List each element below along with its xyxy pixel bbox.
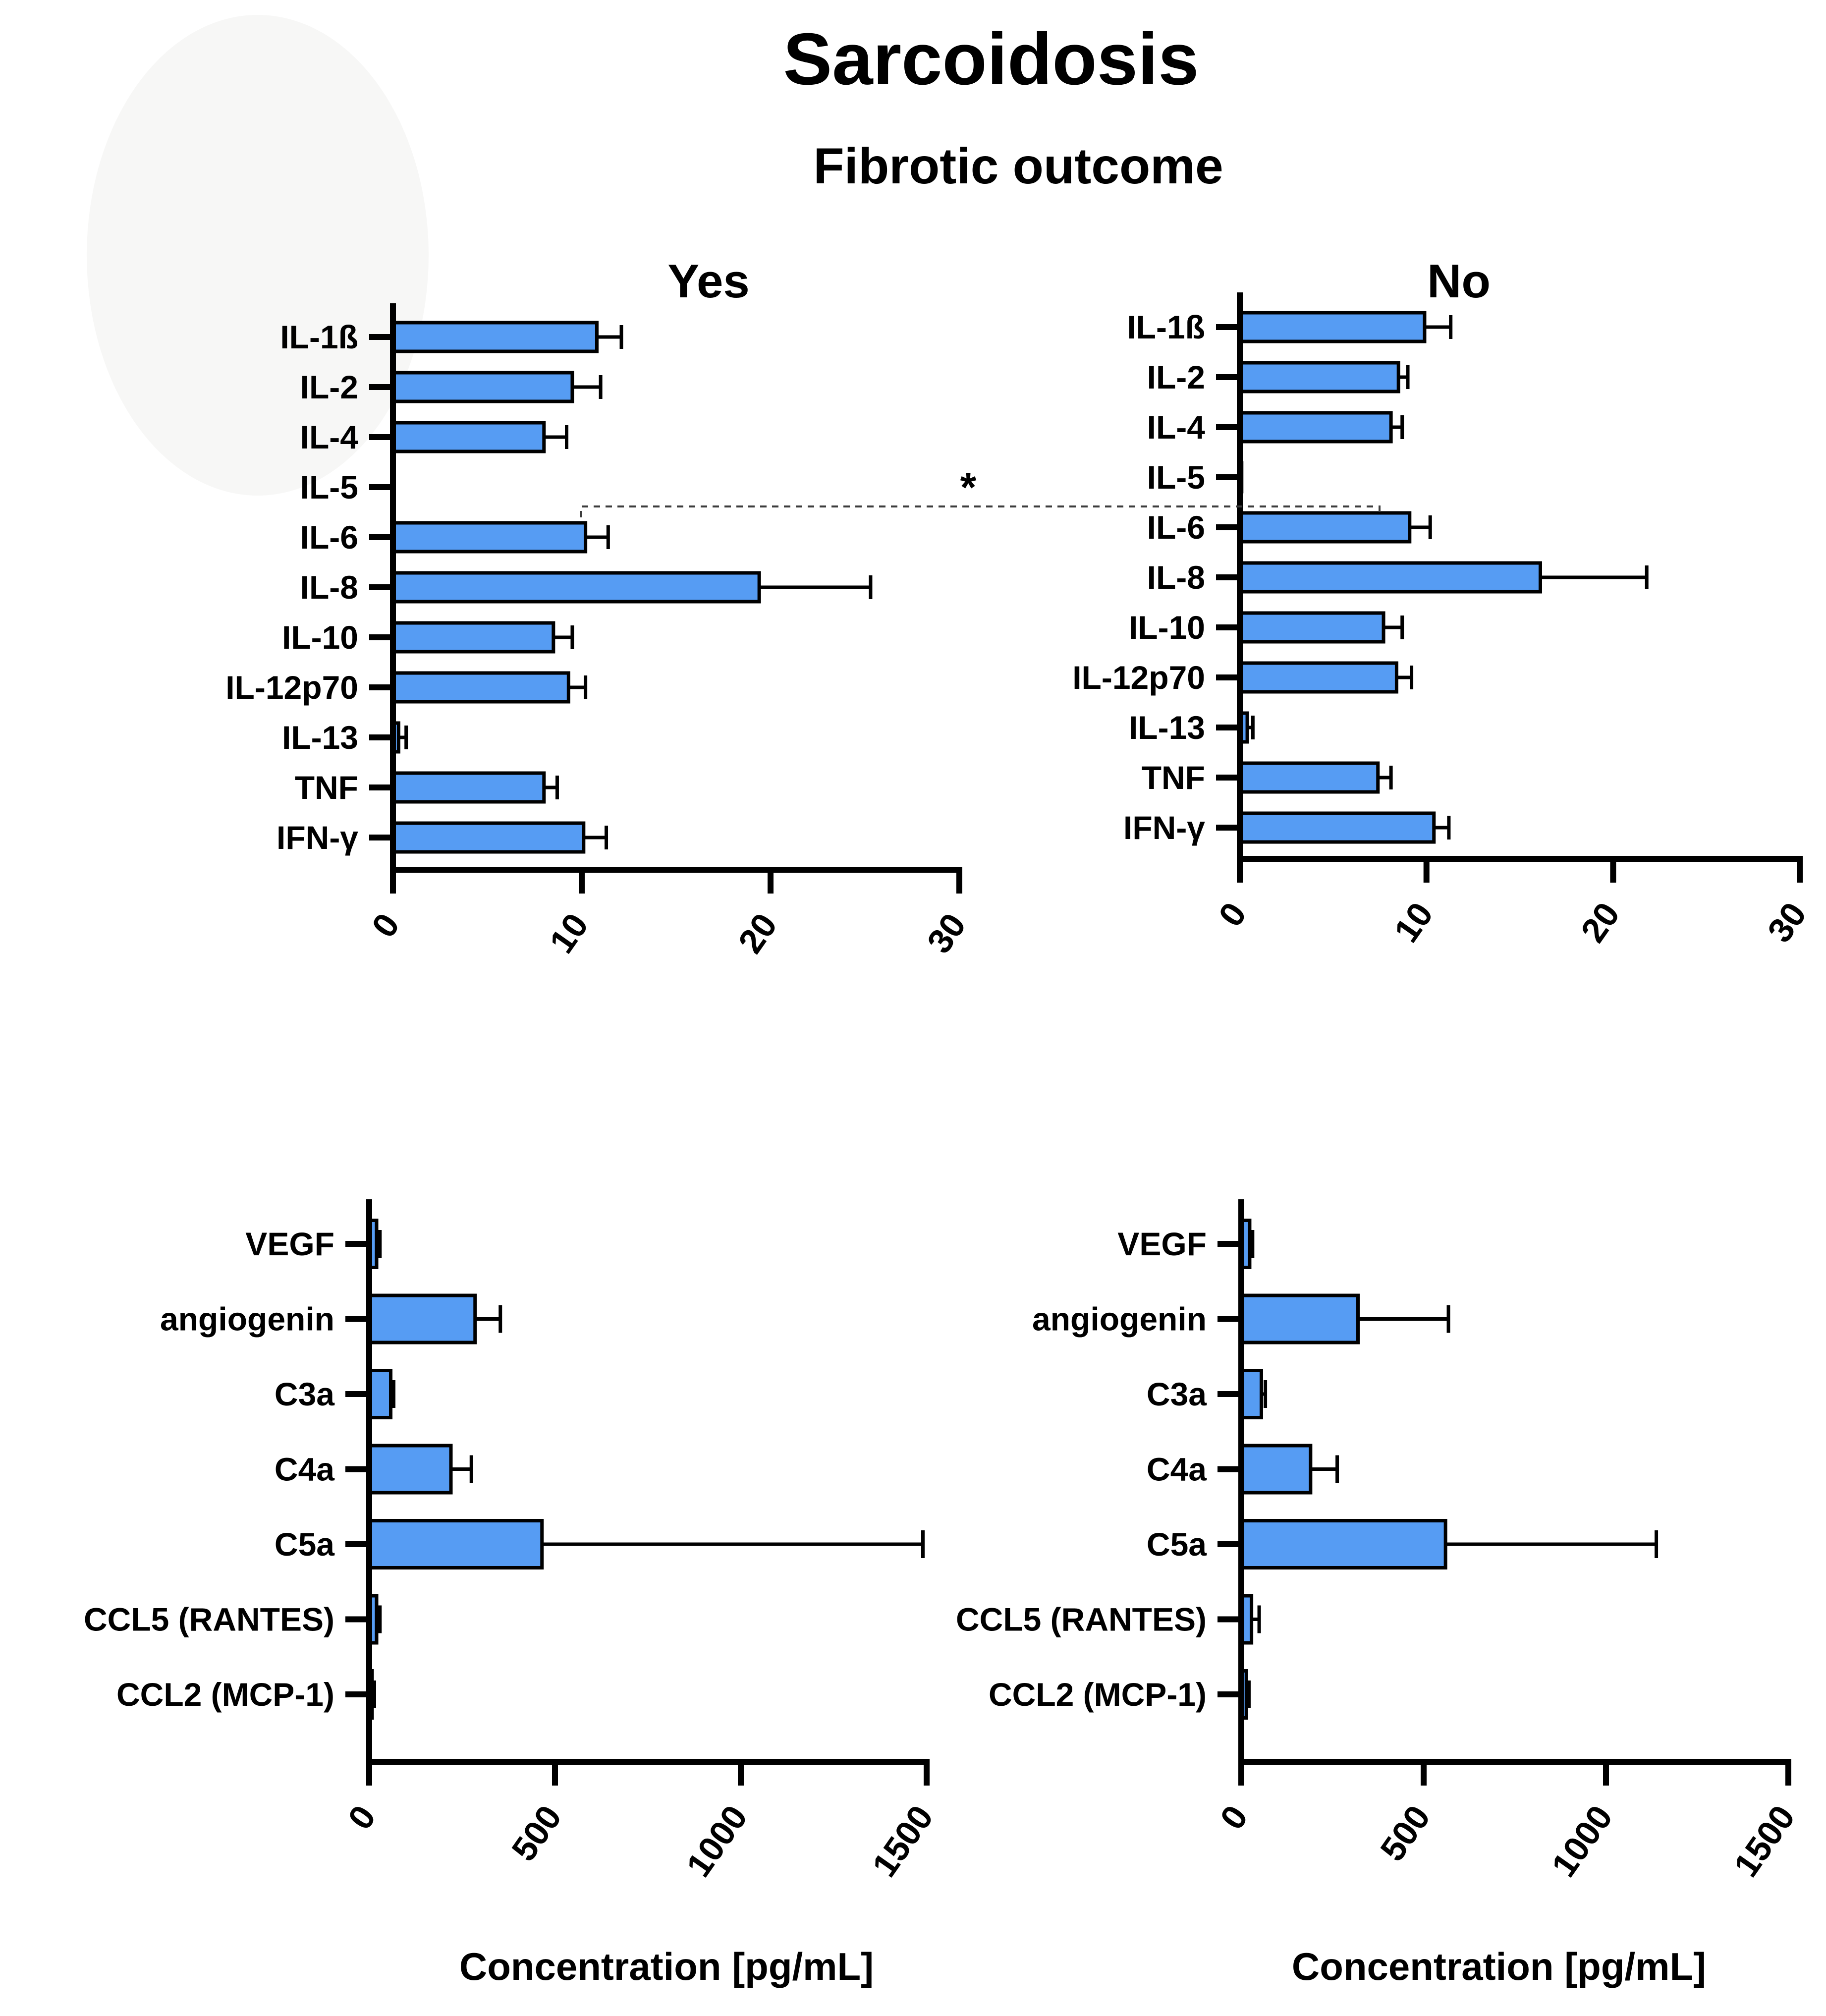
category-label-IL-13: IL-13 xyxy=(282,719,358,756)
x-tick-label-500: 500 xyxy=(504,1798,569,1868)
bar-IL-2 xyxy=(391,371,574,403)
x-tick-label-30: 30 xyxy=(1760,896,1814,950)
bar-IL-10 xyxy=(1238,611,1385,644)
category-label-CCL5 (RANTES): CCL5 (RANTES) xyxy=(84,1601,334,1638)
category-label-IL-8: IL-8 xyxy=(1147,559,1205,596)
bar-angiogenin xyxy=(367,1293,477,1344)
category-label-VEGF: VEGF xyxy=(245,1226,334,1262)
x-tick-label-1500: 1500 xyxy=(865,1798,941,1884)
bar-TNF xyxy=(1238,761,1380,794)
xaxis-title-right: Concentration [pg/mL] xyxy=(1292,1945,1706,1988)
category-label-TNF: TNF xyxy=(295,769,358,806)
category-label-IL-1ß: IL-1ß xyxy=(1127,309,1205,345)
x-tick-label-0: 0 xyxy=(1211,896,1254,934)
category-label-IL-1ß: IL-1ß xyxy=(280,319,358,355)
bar-IL-10 xyxy=(391,621,555,654)
column-title-yes: Yes xyxy=(667,255,750,308)
x-tick-label-0: 0 xyxy=(364,906,407,945)
x-tick-label-30: 30 xyxy=(920,906,974,960)
figure-subtitle: Fibrotic outcome xyxy=(813,138,1223,194)
bar-IL-4 xyxy=(1238,411,1393,444)
category-label-CCL2 (MCP-1): CCL2 (MCP-1) xyxy=(116,1676,334,1713)
significance-asterisk: * xyxy=(960,464,977,510)
bar-IL-12p70 xyxy=(391,671,570,704)
x-tick-label-20: 20 xyxy=(1573,896,1627,950)
category-label-C5a: C5a xyxy=(275,1526,335,1563)
bar-IL-12p70 xyxy=(1238,661,1398,694)
category-label-IL-2: IL-2 xyxy=(300,369,358,405)
category-label-C3a: C3a xyxy=(1147,1376,1207,1412)
x-tick-label-1000: 1000 xyxy=(679,1798,755,1884)
category-label-CCL2 (MCP-1): CCL2 (MCP-1) xyxy=(989,1676,1207,1713)
x-tick-label-10: 10 xyxy=(542,906,596,960)
category-label-IL-2: IL-2 xyxy=(1147,359,1205,395)
category-label-VEGF: VEGF xyxy=(1117,1226,1207,1262)
category-label-IL-6: IL-6 xyxy=(300,519,358,556)
bar-IL-4 xyxy=(391,421,546,453)
category-label-IL-4: IL-4 xyxy=(300,419,359,455)
bar-IL-8 xyxy=(1238,561,1542,594)
x-tick-label-20: 20 xyxy=(731,906,785,960)
bar-IFN-γ xyxy=(391,821,586,854)
bar-IL-8 xyxy=(391,571,761,604)
category-label-IL-12p70: IL-12p70 xyxy=(225,669,358,706)
panel-cytokines-no: IL-1ß IL-2 IL-4 IL-5 IL-6 IL-8 IL-10 IL-12p70 IL… xyxy=(1072,292,1814,949)
bar-angiogenin xyxy=(1239,1293,1360,1344)
x-tick-label-500: 500 xyxy=(1373,1798,1438,1868)
category-label-IL-10: IL-10 xyxy=(1129,609,1205,646)
category-label-C3a: C3a xyxy=(275,1376,335,1412)
panel-mediators-yes: VEGF angiogenin C3a C4a C5a CCL5 (RANTES) CCL2… xyxy=(84,1199,941,1884)
column-title-no: No xyxy=(1427,255,1491,308)
category-label-IL-8: IL-8 xyxy=(300,569,358,606)
category-label-TNF: TNF xyxy=(1142,759,1205,796)
category-label-IL-5: IL-5 xyxy=(300,469,358,505)
category-label-IL-4: IL-4 xyxy=(1147,409,1206,446)
x-tick-label-1000: 1000 xyxy=(1544,1798,1620,1884)
category-label-IL-10: IL-10 xyxy=(282,619,358,656)
bar-IL-1ß xyxy=(1238,311,1427,343)
category-label-IL-13: IL-13 xyxy=(1129,709,1205,746)
bar-C4a xyxy=(1239,1444,1313,1495)
category-label-angiogenin: angiogenin xyxy=(1032,1301,1207,1338)
x-tick-label-1500: 1500 xyxy=(1726,1798,1802,1884)
xaxis-title-left: Concentration [pg/mL] xyxy=(459,1945,874,1988)
category-label-IL-12p70: IL-12p70 xyxy=(1072,659,1205,696)
category-label-angiogenin: angiogenin xyxy=(160,1301,334,1338)
bar-TNF xyxy=(391,771,546,804)
category-label-CCL5 (RANTES): CCL5 (RANTES) xyxy=(956,1601,1207,1638)
significance-bracket: * xyxy=(580,464,1381,517)
bar-C5a xyxy=(367,1519,544,1569)
panel-cytokines-yes: IL-1ß IL-2 IL-4 IL-5 IL-6 IL-8 IL-10 IL-12p70 IL… xyxy=(225,303,973,960)
x-tick-label-0: 0 xyxy=(1213,1798,1255,1837)
x-tick-label-0: 0 xyxy=(340,1798,383,1837)
bar-C4a xyxy=(367,1444,453,1495)
significance-dashed-line xyxy=(580,505,1381,517)
watermark-blob xyxy=(87,15,429,496)
category-label-C5a: C5a xyxy=(1147,1526,1207,1563)
bar-IFN-γ xyxy=(1238,811,1436,844)
figure-title: Sarcoidosis xyxy=(783,18,1199,100)
bar-IL-6 xyxy=(1238,511,1412,544)
bar-IL-1ß xyxy=(391,321,599,353)
bar-C3a xyxy=(1239,1369,1263,1419)
bar-C3a xyxy=(367,1369,392,1419)
bar-C5a xyxy=(1239,1519,1447,1569)
category-label-C4a: C4a xyxy=(275,1451,335,1488)
panel-mediators-no: VEGF angiogenin C3a C4a C5a CCL5 (RANTES) CCL2… xyxy=(956,1199,1802,1884)
bar-IL-6 xyxy=(391,521,588,554)
bar-IL-2 xyxy=(1238,361,1400,393)
category-label-IL-5: IL-5 xyxy=(1147,459,1205,496)
category-label-C4a: C4a xyxy=(1147,1451,1207,1488)
category-label-IL-6: IL-6 xyxy=(1147,509,1205,546)
x-tick-label-10: 10 xyxy=(1386,896,1440,950)
category-label-IFN-γ: IFN-γ xyxy=(277,819,358,856)
category-label-IFN-γ: IFN-γ xyxy=(1123,809,1205,846)
